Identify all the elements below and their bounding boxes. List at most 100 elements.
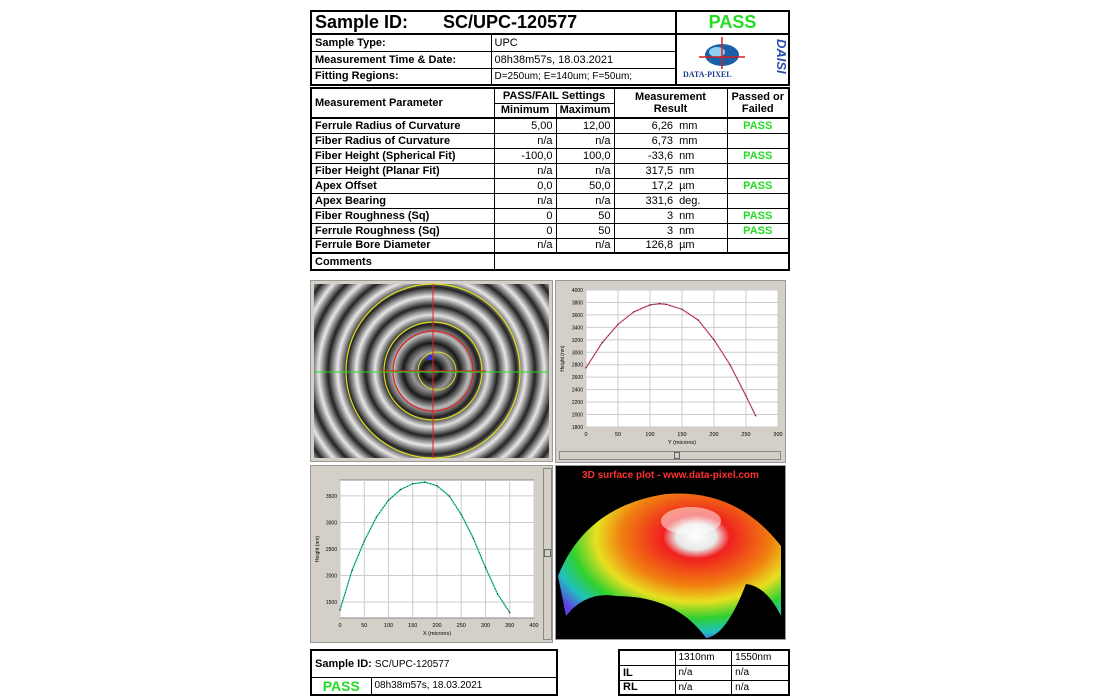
vertical-scrollbar[interactable] <box>543 468 552 640</box>
header-parameter: Measurement Parameter <box>310 87 495 119</box>
x-tick-label: 50 <box>615 432 621 438</box>
table-row: Fiber Height (Spherical Fit) -100,0 100,0-… <box>310 147 790 164</box>
data-point <box>713 339 715 341</box>
data-pixel-logo: DATA-PIXEL DAISI <box>675 33 790 86</box>
x-profile-chart-panel: 0 50 100 150 200 250 300 350 400 1500 2000 2500 3000… <box>310 465 553 643</box>
param-name: Apex Offset <box>310 177 495 194</box>
data-point <box>658 303 661 305</box>
fitting-regions-label: Fitting Regions: <box>310 67 492 86</box>
surface-plot-image <box>558 493 781 638</box>
data-point <box>617 323 619 325</box>
il-1550: n/a <box>731 664 790 681</box>
surface-plot-panel: 3D surface plot - www.data-pixel.com <box>555 465 786 640</box>
y-tick-label: 2500 <box>326 547 337 553</box>
footer-datetime: 08h38m57s, 18.03.2021 <box>370 676 558 696</box>
interferogram-image <box>314 283 549 459</box>
horizontal-scrollbar[interactable] <box>559 451 781 460</box>
result-unit: mm <box>676 117 728 134</box>
x-tick-label: 200 <box>432 623 441 629</box>
y-tick-label: 3200 <box>572 338 583 344</box>
table-row: Fiber Radius of Curvature n/a n/a 6,73 mm <box>310 132 790 149</box>
header-passed: Passed or Failed <box>726 87 790 119</box>
scrollbar-thumb[interactable] <box>544 549 551 557</box>
status-badge: PASS <box>726 147 790 164</box>
x-tick-label: 0 <box>338 623 341 629</box>
comments-label: Comments <box>310 252 495 271</box>
result-unit: mm <box>676 132 728 149</box>
measurement-time-value: 08h38m57s, 18.03.2021 <box>490 50 677 69</box>
param-name: Fiber Roughness (Sq) <box>310 207 495 224</box>
data-point <box>633 311 635 313</box>
param-name: Fiber Height (Spherical Fit) <box>310 147 495 164</box>
y-tick-label: 3500 <box>326 494 337 500</box>
scrollbar-thumb[interactable] <box>674 452 680 459</box>
data-point <box>363 540 365 542</box>
x-tick-label: 100 <box>384 623 393 629</box>
y-tick-label: 4000 <box>572 288 583 294</box>
data-point <box>412 483 414 485</box>
il-label: IL <box>618 664 676 681</box>
param-name: Fiber Height (Planar Fit) <box>310 162 495 179</box>
min-value: 0 <box>493 207 557 224</box>
comments-row: Comments <box>310 252 790 271</box>
result-value: 331,6 <box>613 192 677 209</box>
result-value: 317,5 <box>613 162 677 179</box>
result-unit: nm <box>676 222 728 239</box>
data-point <box>681 308 683 311</box>
x-tick-label: 150 <box>677 432 686 438</box>
result-value: 126,8 <box>613 237 677 254</box>
result-unit: nm <box>676 147 728 164</box>
y-tick-label: 3600 <box>572 313 583 319</box>
max-value: n/a <box>555 132 615 149</box>
min-value: n/a <box>493 132 557 149</box>
measurement-table: Measurement Parameter PASS/FAIL Settings… <box>310 87 790 271</box>
table-row: Ferrule Roughness (Sq) 0 50 3 nm PASS <box>310 222 790 239</box>
x-tick-label: 100 <box>645 432 654 438</box>
y-tick-label: 3000 <box>326 520 337 526</box>
min-value: 0,0 <box>493 177 557 194</box>
max-value: n/a <box>555 192 615 209</box>
status-badge <box>726 192 790 209</box>
result-value: 3 <box>613 222 677 239</box>
col-1550: 1550nm <box>731 649 790 666</box>
max-value: 50 <box>555 207 615 224</box>
data-point <box>754 415 757 417</box>
result-unit: nm <box>676 162 728 179</box>
footer-summary: Sample ID: SC/UPC-120577 PASS 08h38m57s,… <box>310 649 558 696</box>
header-table: Sample ID: SC/UPC-120577 PASS Sample Typ… <box>310 10 790 86</box>
data-point <box>375 516 378 518</box>
fitting-regions-value: D=250um; E=140um; F=50um; <box>490 67 677 86</box>
x-tick-label: 300 <box>481 623 490 629</box>
data-point <box>424 481 426 483</box>
min-value: 0 <box>493 222 557 239</box>
data-point <box>509 611 511 614</box>
loss-table: 1310nm 1550nm IL n/a n/a RL n/a n/a <box>618 649 790 696</box>
param-name: Fiber Radius of Curvature <box>310 132 495 149</box>
max-value: 50,0 <box>555 177 615 194</box>
footer-sample-id-label: Sample ID: <box>315 657 372 670</box>
data-point <box>496 593 499 595</box>
result-value: 6,73 <box>613 132 677 149</box>
svg-text:DAISI: DAISI <box>774 39 788 74</box>
table-row: Apex Bearing n/a n/a 331,6 deg. <box>310 192 790 209</box>
footer-status: PASS <box>310 676 372 696</box>
table-row: Apex Offset 0,0 50,0 17,2 µm PASS <box>310 177 790 194</box>
data-point <box>649 304 651 306</box>
result-unit: µm <box>676 237 728 254</box>
status-badge <box>726 237 790 254</box>
status-badge: PASS <box>726 222 790 239</box>
y-tick-label: 2800 <box>572 363 583 369</box>
table-row: Fiber Height (Planar Fit) n/a n/a 317,5 nm <box>310 162 790 179</box>
y-tick-label: 3400 <box>572 325 583 331</box>
comments-field <box>493 252 790 271</box>
rl-1550: n/a <box>731 679 790 696</box>
min-value: n/a <box>493 237 557 254</box>
y-tick-label: 3000 <box>572 350 583 356</box>
sample-type-label: Sample Type: <box>310 33 492 52</box>
max-value: n/a <box>555 162 615 179</box>
sample-id: SC/UPC-120577 <box>443 12 578 32</box>
measurement-time-label: Measurement Time & Date: <box>310 50 492 69</box>
y-axis-label: Height (nm) <box>560 345 566 371</box>
data-point <box>472 537 475 540</box>
table-row: Ferrule Radius of Curvature 5,00 12,00 6,26… <box>310 117 790 134</box>
